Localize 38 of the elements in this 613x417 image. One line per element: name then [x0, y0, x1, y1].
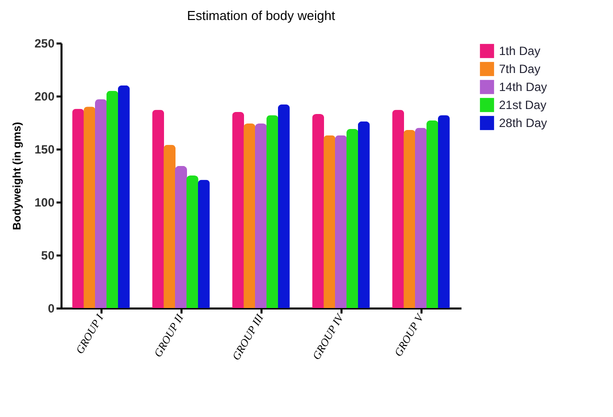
y-tick-label: 0 [48, 302, 55, 316]
bar [72, 108, 84, 308]
bar [266, 115, 278, 308]
legend-label: 28th Day [499, 116, 548, 130]
bar [255, 124, 267, 308]
bar [335, 135, 347, 308]
bar [152, 110, 164, 308]
bar [404, 130, 416, 308]
bar [415, 128, 427, 308]
bar [346, 128, 358, 308]
y-tick-label: 100 [34, 196, 55, 210]
legend-label: 21st Day [499, 98, 546, 112]
bar [438, 115, 450, 308]
bar [278, 104, 290, 308]
bar [198, 180, 210, 308]
legend-label: 7th Day [499, 62, 540, 76]
bar [175, 166, 187, 308]
y-tick-label: 250 [34, 36, 55, 50]
bar [95, 99, 107, 308]
bar [232, 112, 244, 308]
bar [106, 90, 118, 308]
bar [118, 85, 130, 308]
legend-label: 1th Day [499, 44, 540, 58]
bar [312, 114, 324, 308]
bar [186, 176, 198, 308]
bar [164, 144, 176, 308]
y-tick-label: 50 [41, 248, 55, 262]
bar [84, 106, 96, 308]
bar [392, 110, 404, 308]
y-tick-label: 200 [34, 90, 55, 104]
legend-label: 14th Day [499, 80, 548, 94]
chart-title: Estimation of body weight [186, 8, 336, 23]
y-tick-label: 150 [34, 142, 55, 156]
bar [324, 135, 336, 308]
bar [358, 121, 370, 308]
bar [244, 124, 256, 308]
bar [426, 120, 438, 308]
y-axis-title: Bodyweight (in gms) [11, 122, 24, 230]
